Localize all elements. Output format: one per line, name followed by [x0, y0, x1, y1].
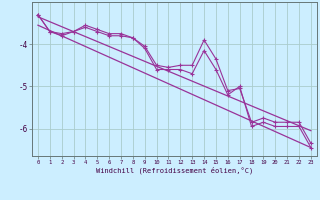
- X-axis label: Windchill (Refroidissement éolien,°C): Windchill (Refroidissement éolien,°C): [96, 167, 253, 174]
